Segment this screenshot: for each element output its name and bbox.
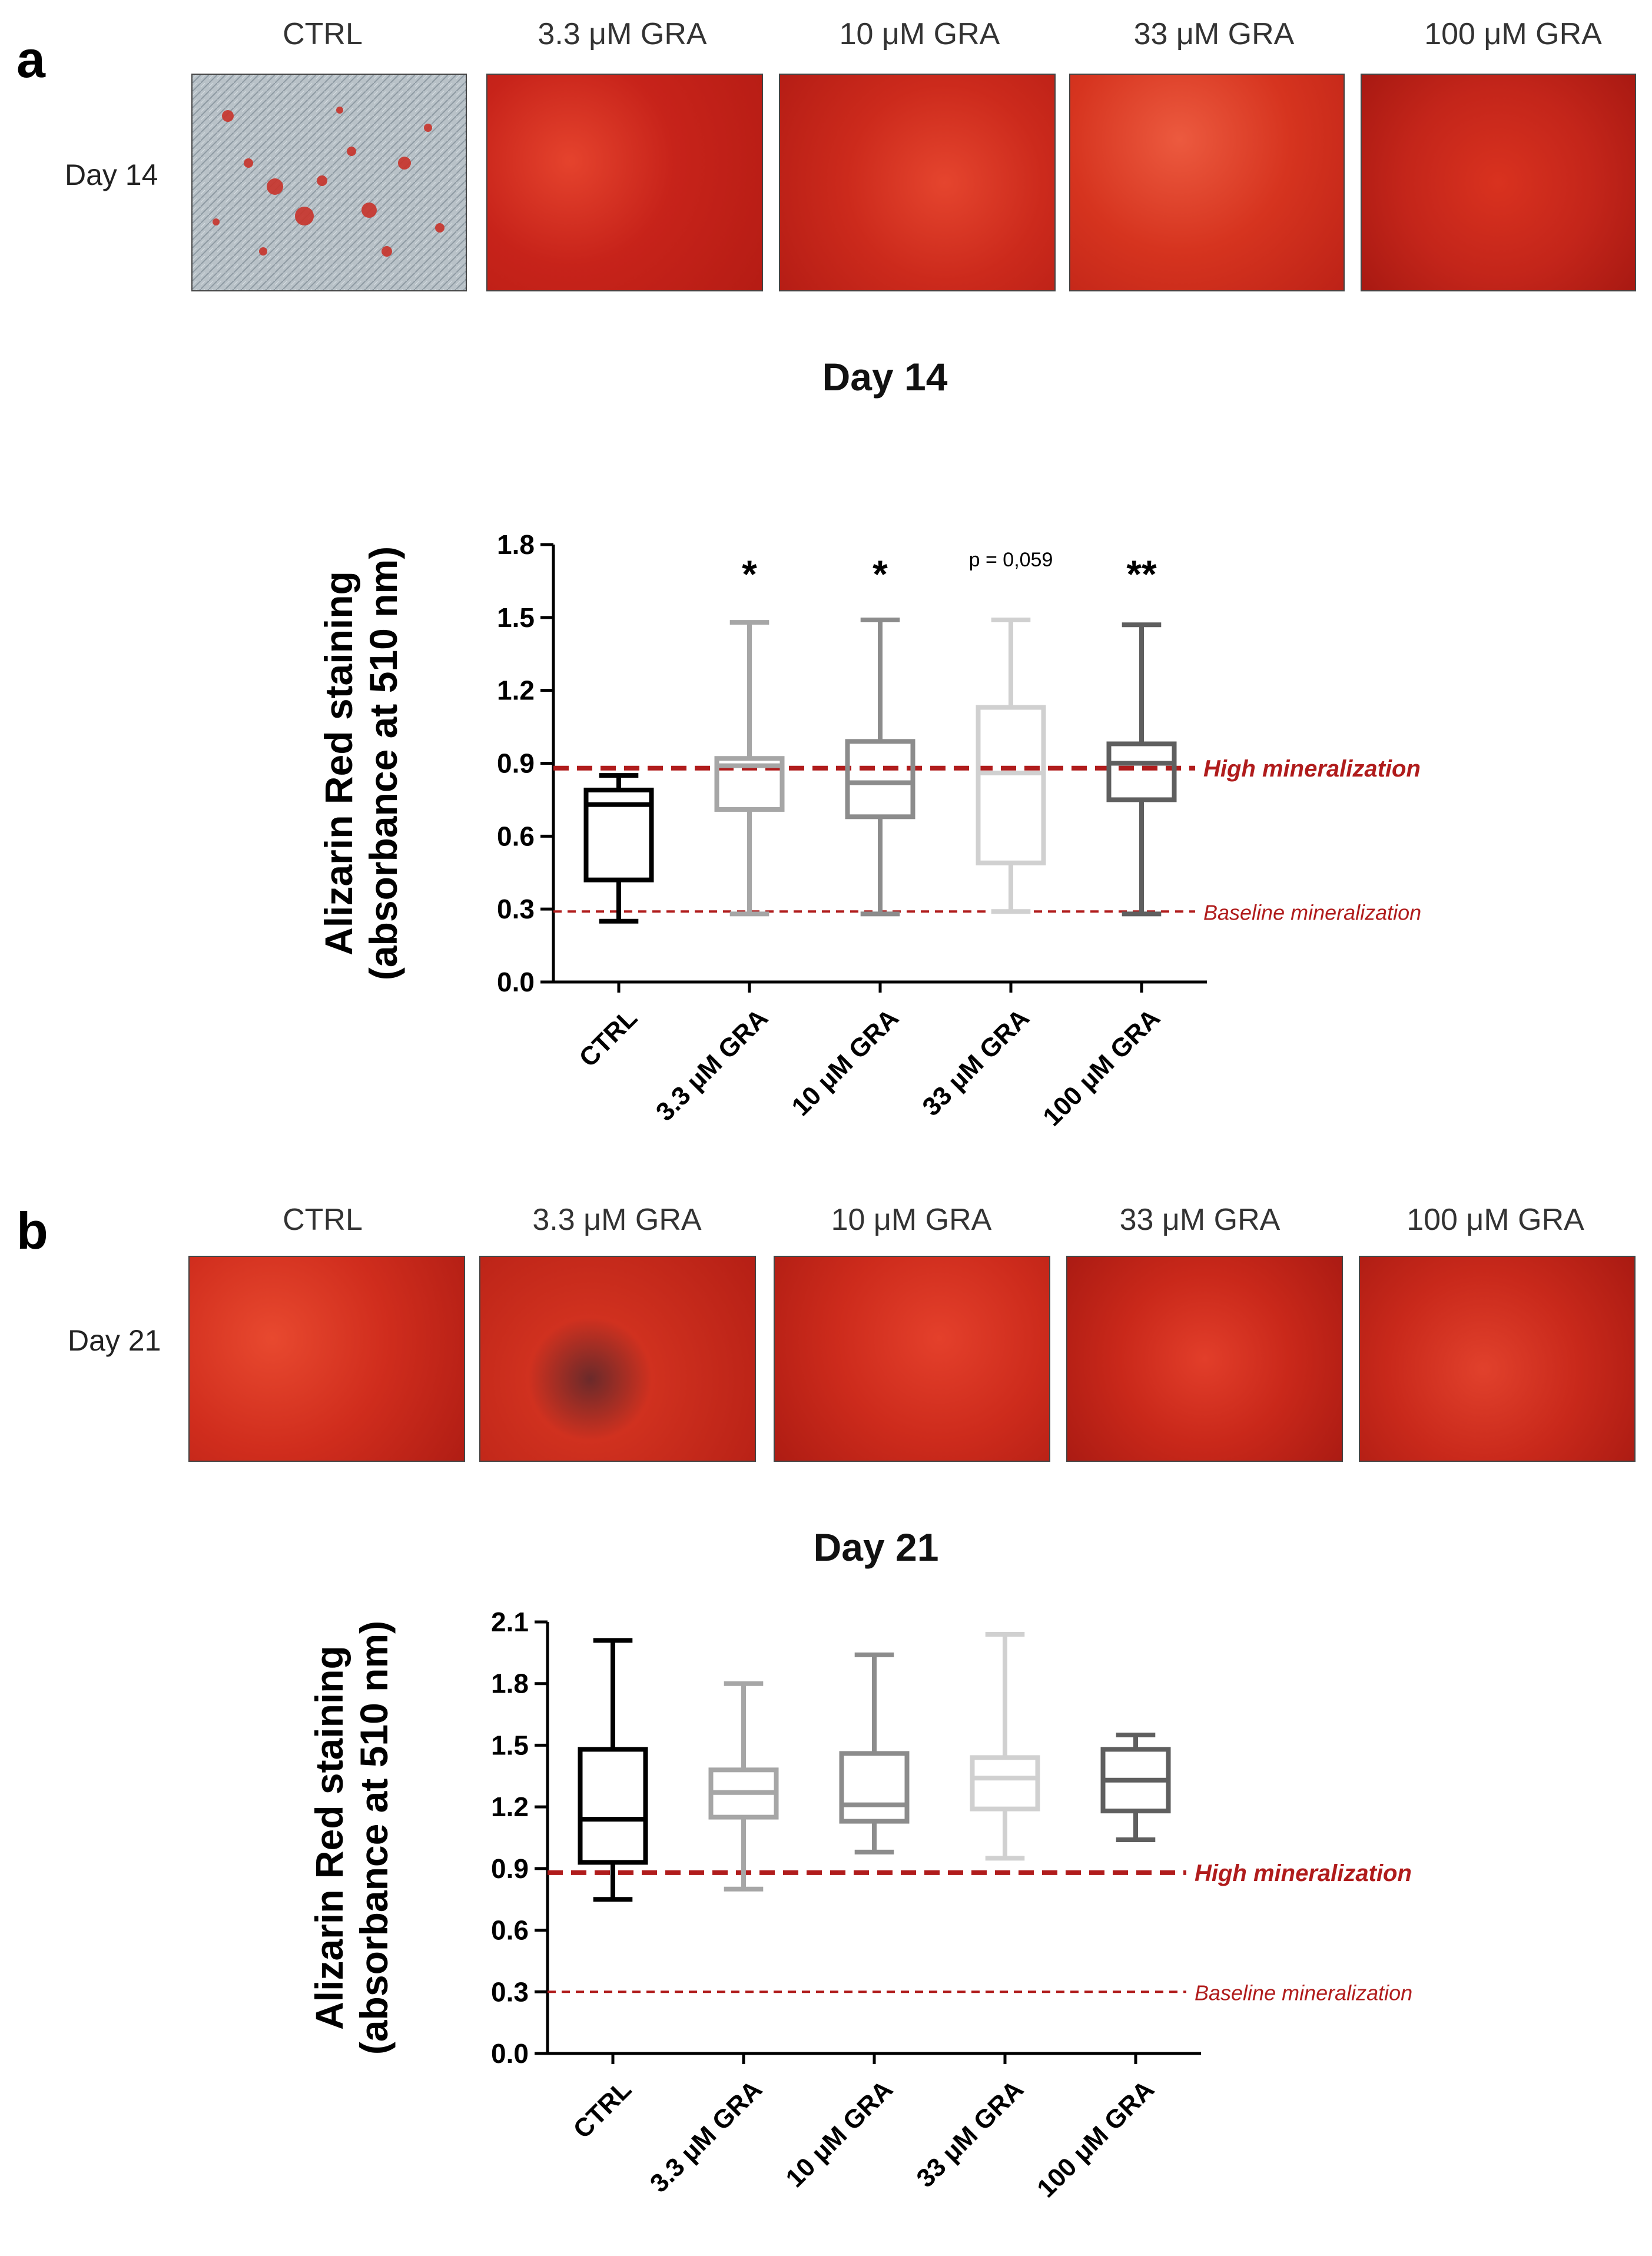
panel-letter-b: b <box>16 1202 48 1260</box>
image-label-b-ctrl: CTRL <box>283 1203 363 1237</box>
micrograph-b-10 <box>774 1256 1050 1462</box>
image-label-b-3-3: 3.3 μM GRA <box>532 1203 702 1237</box>
c0-box <box>976 705 1046 865</box>
c0-threshold-label-1: Baseline mineralization <box>1203 900 1421 924</box>
c1-category-label: 10 μM GRA <box>780 2075 898 2193</box>
c1-box <box>839 1751 910 1824</box>
micrograph-a-10 <box>779 74 1056 291</box>
image-label-a-10: 10 μM GRA <box>839 17 1000 51</box>
c0-significance-label: * <box>873 552 888 596</box>
image-label-a-ctrl: CTRL <box>283 17 363 51</box>
c1-box <box>578 1747 648 1865</box>
c1-y-tick-label: 0.3 <box>491 1976 529 2007</box>
c0-box <box>845 739 915 820</box>
c1-category-label: 100 μM GRA <box>1031 2075 1160 2203</box>
chart-title-day21: Day 21 <box>813 1525 939 1569</box>
c1-threshold-label-0: High mineralization <box>1195 1860 1412 1886</box>
day-label-b: Day 21 <box>68 1324 161 1357</box>
c0-box <box>714 756 785 812</box>
c0-y-tick-label: 1.8 <box>497 529 535 560</box>
c1-category-label: 33 μM GRA <box>911 2075 1029 2193</box>
c1-category-label: CTRL <box>568 2075 637 2144</box>
micrograph-b-3-3 <box>479 1256 756 1462</box>
micrograph-a-3-3 <box>486 74 763 291</box>
c0-threshold-label-0: High mineralization <box>1203 756 1421 782</box>
c1-y-tick-label: 1.8 <box>491 1668 529 1699</box>
c1-category-label: 3.3 μM GRA <box>645 2075 768 2198</box>
image-label-a-33: 33 μM GRA <box>1133 17 1295 51</box>
image-label-a-3-3: 3.3 μM GRA <box>538 17 707 51</box>
c1-y-tick-label: 2.1 <box>491 1607 529 1637</box>
c1-y-tick-label: 1.2 <box>491 1791 529 1822</box>
c1-y-axis-label: Alizarin Red staining (absorbance at 510 … <box>307 1621 396 2055</box>
image-label-b-10: 10 μM GRA <box>831 1203 992 1237</box>
micrograph-a-100 <box>1361 74 1636 291</box>
image-label-b-100: 100 μM GRA <box>1406 1203 1584 1237</box>
c0-significance-label: p = 0,059 <box>969 549 1053 571</box>
c1-y-tick-label: 0.0 <box>491 2038 529 2069</box>
panel-letter-a: a <box>16 30 45 88</box>
c1-y-axis-label-line2: (absorbance at 510 nm) <box>352 1621 396 2055</box>
c0-y-axis-label-line1: Alizarin Red staining <box>317 571 360 956</box>
c1-y-tick-label: 0.9 <box>491 1853 529 1884</box>
micrograph-a-33 <box>1069 74 1345 291</box>
c0-y-tick-label: 1.2 <box>497 675 535 706</box>
image-label-a-100: 100 μM GRA <box>1424 17 1602 51</box>
micrograph-a-ctrl <box>191 74 467 291</box>
micrograph-b-ctrl <box>188 1256 465 1462</box>
c0-y-tick-label: 1.5 <box>497 602 535 633</box>
c1-threshold-label-1: Baseline mineralization <box>1195 1980 1412 2005</box>
c0-box <box>1106 741 1177 802</box>
c0-y-tick-label: 0.0 <box>497 967 535 997</box>
c1-y-axis-label-line1: Alizarin Red staining <box>307 1645 351 2030</box>
c0-y-tick-label: 0.9 <box>497 748 535 779</box>
c0-box <box>583 787 654 883</box>
c0-significance-label: ** <box>1126 552 1157 596</box>
c1-y-tick-label: 0.6 <box>491 1915 529 1946</box>
micrograph-b-33 <box>1066 1256 1343 1462</box>
micrograph-b-100 <box>1359 1256 1636 1462</box>
day-label-a: Day 14 <box>65 158 158 191</box>
c0-y-tick-label: 0.6 <box>497 821 535 851</box>
image-label-b-33: 33 μM GRA <box>1119 1203 1281 1237</box>
c1-box <box>970 1755 1040 1812</box>
c1-y-tick-label: 1.5 <box>491 1730 529 1760</box>
c0-y-axis-label: Alizarin Red staining (absorbance at 510 … <box>317 546 405 980</box>
c0-y-axis-label-line2: (absorbance at 510 nm) <box>361 546 405 980</box>
c0-significance-label: * <box>742 552 757 596</box>
c0-y-tick-label: 0.3 <box>497 894 535 924</box>
chart-title-day14: Day 14 <box>822 355 948 399</box>
